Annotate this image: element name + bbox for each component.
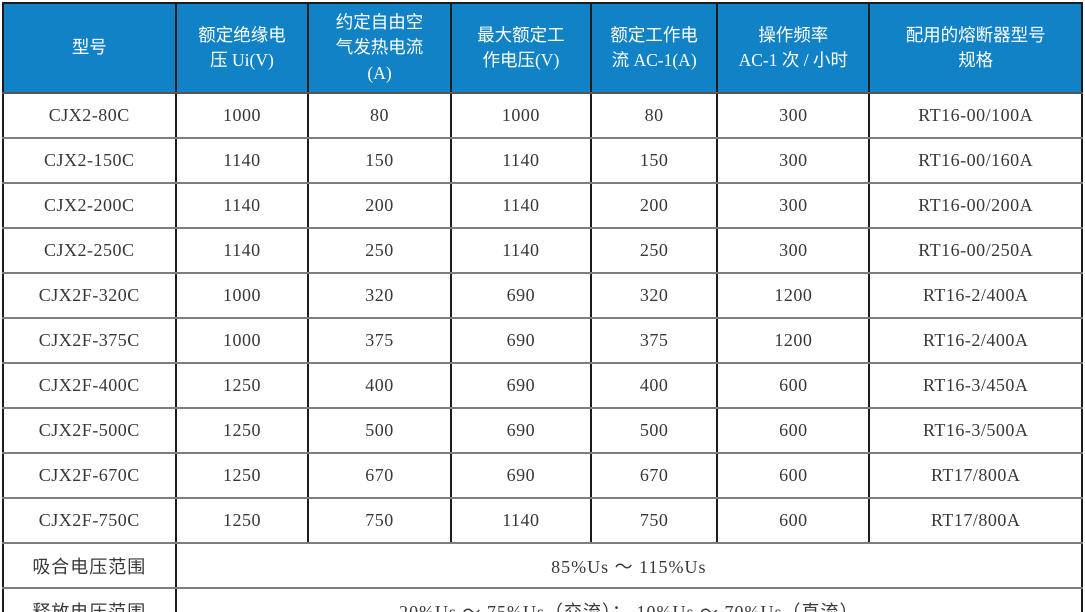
value-cell: RT17/800A — [868, 452, 1083, 499]
value-cell: RT17/800A — [868, 497, 1083, 544]
value-cell: 300 — [716, 227, 871, 274]
value-cell: 600 — [716, 497, 871, 544]
value-cell: 300 — [716, 182, 871, 229]
value-cell: 1140 — [174, 182, 310, 229]
table-row: CJX2F-500C 1250 500 690 500 600 RT16-3/500A — [2, 407, 1083, 454]
value-cell: 80 — [590, 92, 719, 139]
value-cell: RT16-2/400A — [868, 317, 1083, 364]
value-cell: 250 — [307, 227, 452, 274]
footer-value: 20%Us ～ 75%Us（交流）； 10%Us ～ 70%Us（直流） — [174, 587, 1084, 612]
column-header-fuse-spec: 配用的熔断器型号 规格 — [868, 3, 1083, 94]
footer-row-pickup-voltage: 吸合电压范围 85%Us ～ 115%Us — [2, 542, 1084, 589]
column-header-operating-frequency: 操作频率 AC-1 次 / 小时 — [716, 3, 871, 94]
header-row: 型号 额定绝缘电 压 Ui(V) 约定自由空 气发热电流 (A) 最大额定工 作… — [2, 3, 1083, 94]
value-cell: 200 — [307, 182, 452, 229]
value-cell: 1250 — [174, 452, 310, 499]
model-cell: CJX2F-750C — [2, 497, 177, 544]
value-cell: 250 — [590, 227, 719, 274]
column-header-insulation-voltage: 额定绝缘电 压 Ui(V) — [174, 3, 310, 94]
model-cell: CJX2-80C — [2, 92, 177, 139]
model-cell: CJX2F-500C — [2, 407, 177, 454]
value-cell: RT16-00/250A — [868, 227, 1083, 274]
table-row: CJX2-250C 1140 250 1140 250 300 RT16-00/250A — [2, 227, 1083, 274]
value-cell: 320 — [590, 272, 719, 319]
model-cell: CJX2F-400C — [2, 362, 177, 409]
table-row: CJX2F-400C 1250 400 690 400 600 RT16-3/450A — [2, 362, 1083, 409]
value-cell: 150 — [590, 137, 719, 184]
value-cell: 1200 — [716, 317, 871, 364]
footer-row-release-voltage: 释放电压范围 20%Us ～ 75%Us（交流）； 10%Us ～ 70%Us（… — [2, 587, 1084, 612]
value-cell: 1250 — [174, 407, 310, 454]
footer-label: 释放电压范围 — [2, 587, 177, 612]
value-cell: 1140 — [449, 137, 593, 184]
table-row: CJX2-80C 1000 80 1000 80 300 RT16-00/100A — [2, 92, 1083, 139]
spec-table-footer: 吸合电压范围 85%Us ～ 115%Us 释放电压范围 20%Us ～ 75%… — [2, 542, 1084, 612]
value-cell: 200 — [590, 182, 719, 229]
value-cell: 1200 — [716, 272, 871, 319]
table-row: CJX2-200C 1140 200 1140 200 300 RT16-00/200A — [2, 182, 1083, 229]
table-row: CJX2F-320C 1000 320 690 320 1200 RT16-2/400A — [2, 272, 1083, 319]
value-cell: 600 — [716, 362, 871, 409]
value-cell: 1000 — [174, 317, 310, 364]
value-cell: 300 — [716, 137, 871, 184]
model-cell: CJX2-250C — [2, 227, 177, 274]
value-cell: 600 — [716, 452, 871, 499]
value-cell: RT16-3/500A — [868, 407, 1083, 454]
column-header-model: 型号 — [2, 3, 177, 94]
value-cell: 1140 — [449, 227, 593, 274]
value-cell: 1250 — [174, 362, 310, 409]
value-cell: 670 — [307, 452, 452, 499]
spec-table-header: 型号 额定绝缘电 压 Ui(V) 约定自由空 气发热电流 (A) 最大额定工 作… — [2, 3, 1083, 94]
value-cell: 300 — [716, 92, 871, 139]
value-cell: 80 — [307, 92, 452, 139]
value-cell: RT16-3/450A — [868, 362, 1083, 409]
value-cell: 1140 — [449, 497, 593, 544]
value-cell: 400 — [590, 362, 719, 409]
value-cell: 600 — [716, 407, 871, 454]
value-cell: 1140 — [174, 137, 310, 184]
column-header-working-current: 额定工作电 流 AC-1(A) — [590, 3, 719, 94]
value-cell: 690 — [449, 362, 593, 409]
value-cell: 1140 — [174, 227, 310, 274]
spec-table-body: CJX2-80C 1000 80 1000 80 300 RT16-00/100A CJX2-… — [2, 92, 1083, 544]
value-cell: 690 — [449, 317, 593, 364]
value-cell: 375 — [307, 317, 452, 364]
value-cell: 1000 — [174, 272, 310, 319]
table-row: CJX2F-670C 1250 670 690 670 600 RT17/800A — [2, 452, 1083, 499]
value-cell: 690 — [449, 452, 593, 499]
model-cell: CJX2F-320C — [2, 272, 177, 319]
table-row: CJX2-150C 1140 150 1140 150 300 RT16-00/160A — [2, 137, 1083, 184]
value-cell: 1000 — [174, 92, 310, 139]
value-cell: 750 — [590, 497, 719, 544]
value-cell: RT16-00/200A — [868, 182, 1083, 229]
value-cell: RT16-00/100A — [868, 92, 1083, 139]
value-cell: 320 — [307, 272, 452, 319]
value-cell: RT16-00/160A — [868, 137, 1083, 184]
model-cell: CJX2-150C — [2, 137, 177, 184]
value-cell: 375 — [590, 317, 719, 364]
model-cell: CJX2-200C — [2, 182, 177, 229]
value-cell: RT16-2/400A — [868, 272, 1083, 319]
value-cell: 690 — [449, 272, 593, 319]
footer-label: 吸合电压范围 — [2, 542, 177, 589]
model-cell: CJX2F-375C — [2, 317, 177, 364]
column-header-thermal-current: 约定自由空 气发热电流 (A) — [307, 3, 452, 94]
table-row: CJX2F-375C 1000 375 690 375 1200 RT16-2/400A — [2, 317, 1083, 364]
value-cell: 1000 — [449, 92, 593, 139]
value-cell: 1140 — [449, 182, 593, 229]
footer-value: 85%Us ～ 115%Us — [174, 542, 1084, 589]
value-cell: 150 — [307, 137, 452, 184]
table-row: CJX2F-750C 1250 750 1140 750 600 RT17/800A — [2, 497, 1083, 544]
value-cell: 500 — [307, 407, 452, 454]
value-cell: 670 — [590, 452, 719, 499]
value-cell: 500 — [590, 407, 719, 454]
value-cell: 750 — [307, 497, 452, 544]
value-cell: 1250 — [174, 497, 310, 544]
value-cell: 400 — [307, 362, 452, 409]
value-cell: 690 — [449, 407, 593, 454]
column-header-max-working-voltage: 最大额定工 作电压(V) — [449, 3, 593, 94]
model-cell: CJX2F-670C — [2, 452, 177, 499]
